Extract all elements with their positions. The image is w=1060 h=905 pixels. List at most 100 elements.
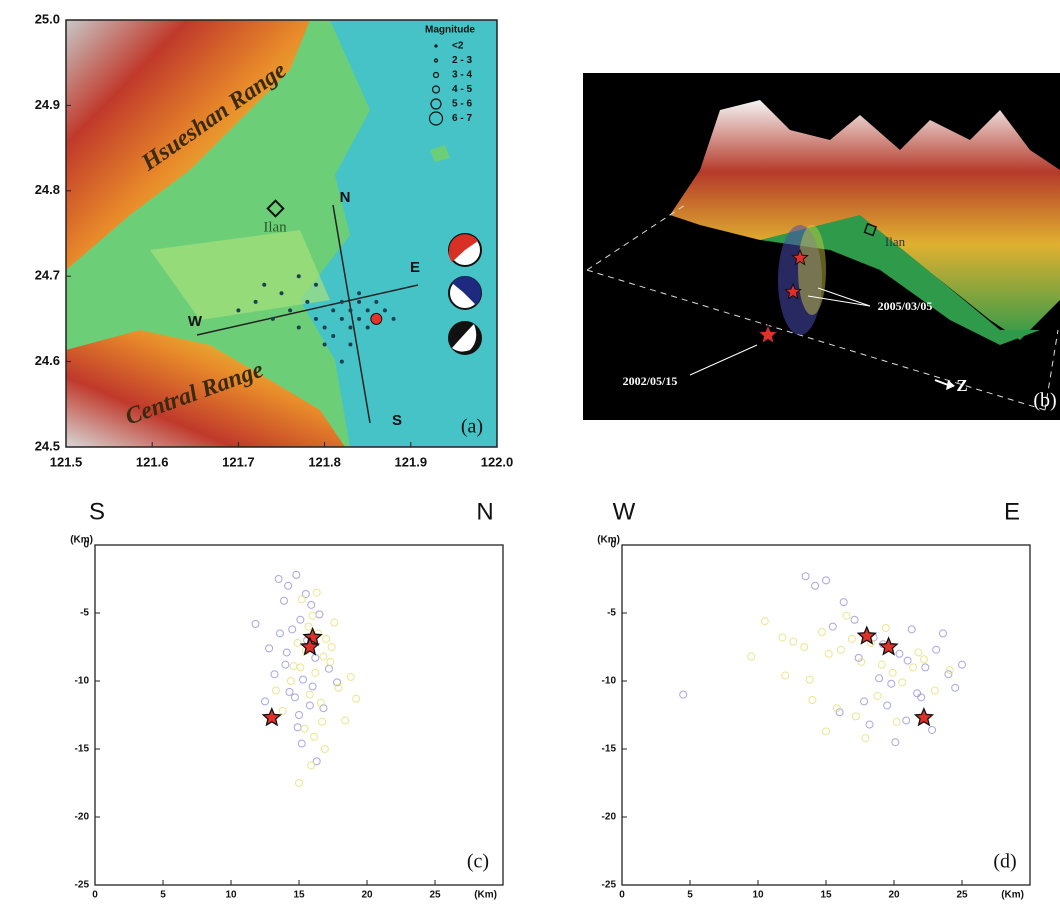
plot-frame (95, 545, 503, 885)
x-tick-label: 10 (225, 890, 237, 901)
3d-annotation: Z (956, 376, 967, 395)
event (889, 669, 896, 676)
event (306, 702, 313, 709)
event (312, 654, 319, 661)
event (309, 683, 316, 690)
event (323, 343, 327, 347)
event (294, 639, 301, 646)
y-tick-label: 24.8 (35, 182, 60, 197)
y-tick-label: -5 (607, 608, 616, 619)
event (331, 334, 335, 338)
event (903, 717, 910, 724)
event (262, 698, 269, 705)
x-tick-label: 121.9 (395, 454, 428, 469)
event (287, 678, 294, 685)
x-tick-label: 20 (888, 890, 900, 901)
event (945, 671, 952, 678)
event (892, 739, 899, 746)
event (288, 308, 292, 312)
event (357, 291, 361, 295)
event (914, 690, 921, 697)
event (296, 780, 303, 787)
event (888, 680, 895, 687)
event (262, 283, 266, 287)
event (297, 664, 304, 671)
event (866, 721, 873, 728)
x-tick-label: 15 (820, 890, 832, 901)
y-tick-label: -5 (80, 608, 89, 619)
event (761, 618, 768, 625)
event (275, 576, 282, 583)
event (374, 300, 378, 304)
event (340, 300, 344, 304)
legend-label: 5 - 6 (452, 99, 472, 110)
event (323, 325, 327, 329)
event (321, 746, 328, 753)
event (878, 661, 885, 668)
event-large (371, 313, 382, 324)
mainshock-star (915, 709, 932, 725)
event (294, 724, 301, 731)
event (314, 283, 318, 287)
event (310, 733, 317, 740)
event (823, 728, 830, 735)
event (276, 630, 283, 637)
event (852, 713, 859, 720)
x-tick-label: 25 (956, 890, 968, 901)
event (314, 317, 318, 321)
event (286, 688, 293, 695)
x-tick-label: 0 (619, 890, 625, 901)
event (319, 718, 326, 725)
event (272, 687, 279, 694)
event (236, 308, 240, 312)
event (297, 274, 301, 278)
event (266, 645, 273, 652)
event (342, 717, 349, 724)
event (899, 679, 906, 686)
event (818, 629, 825, 636)
panel-label: (d) (993, 851, 1016, 873)
event (946, 667, 953, 674)
y-axis-label: (Km) (597, 535, 620, 546)
panel-label: (c) (467, 851, 489, 873)
event (308, 601, 315, 608)
y-tick-label: -20 (602, 812, 617, 823)
event (851, 616, 858, 623)
event (348, 325, 352, 329)
x-tick-label: 121.8 (308, 454, 341, 469)
event (837, 646, 844, 653)
event (331, 619, 338, 626)
event (874, 692, 881, 699)
event (931, 687, 938, 694)
event (283, 649, 290, 656)
event (280, 291, 284, 295)
event (782, 672, 789, 679)
event (306, 691, 313, 698)
event (348, 308, 352, 312)
3d-annotation: (b) (1033, 390, 1056, 412)
x-tick-label: 121.6 (136, 454, 169, 469)
event (316, 611, 323, 618)
event (862, 735, 869, 742)
event (285, 582, 292, 589)
event (252, 620, 259, 627)
legend-title: Magnitude (425, 25, 475, 36)
x-tick-label: 121.7 (222, 454, 255, 469)
event (282, 661, 289, 668)
event (959, 661, 966, 668)
event (348, 343, 352, 347)
event (308, 762, 315, 769)
y-tick-label: 24.9 (35, 97, 60, 112)
3d-annotation: Ilan (885, 234, 906, 249)
plot-frame (622, 545, 1030, 885)
end-label: W (613, 498, 636, 525)
event (297, 325, 301, 329)
event (340, 360, 344, 364)
event (802, 573, 809, 580)
event (896, 650, 903, 657)
event (882, 624, 889, 631)
event (939, 630, 946, 637)
event (843, 612, 850, 619)
event (331, 308, 335, 312)
event (323, 635, 330, 642)
